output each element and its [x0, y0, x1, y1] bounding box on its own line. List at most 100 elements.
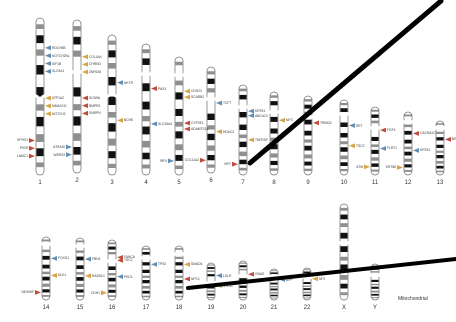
chromosome-4 [141, 43, 151, 176]
gene-marker-icon [117, 258, 123, 263]
chromosome-label-21: 21 [270, 305, 278, 311]
chromosome-band [142, 152, 150, 160]
gene-label: BMPR2 [89, 103, 101, 108]
chromosome-band [175, 256, 183, 259]
chromosome-band [142, 140, 150, 148]
gene-label: KRT86 [385, 165, 396, 170]
chromosome-label-X: X [341, 305, 346, 311]
chromosome-band [175, 154, 183, 161]
chromosome-band [36, 162, 44, 168]
chromosome-band [270, 160, 278, 166]
chromosome-16 [107, 239, 117, 301]
chromosome-band [404, 158, 412, 162]
gene-label: LAMC1 [17, 154, 28, 159]
chromosome-band [73, 133, 81, 141]
chromosome-band [303, 291, 311, 294]
gene-label: SLC26A4 [158, 121, 173, 126]
chromosome-band [340, 141, 348, 145]
chromosome-band [175, 61, 183, 66]
gene-label: ABCA13 [255, 113, 268, 118]
chromosome-band [404, 124, 412, 128]
chromosome-15 [75, 237, 85, 301]
chromosome-band [340, 103, 348, 106]
chromosome-band [371, 109, 379, 112]
chromosome-band [340, 214, 348, 220]
centromere-notch [403, 120, 413, 124]
chromosome-band [303, 282, 311, 284]
chromosome-band [207, 293, 215, 296]
gene-label: SCARB2 [191, 95, 205, 100]
chromosome-7 [238, 84, 248, 176]
gene-marker-icon [184, 88, 190, 94]
chromosome-band [36, 148, 44, 157]
gene-marker-icon [413, 131, 419, 136]
centromere-notch [107, 94, 117, 98]
chromosome-band [36, 104, 44, 111]
chromosome-band [340, 207, 348, 211]
gene-marker-icon [200, 157, 206, 163]
chromosome-band [270, 286, 278, 288]
gene-marker-icon [29, 153, 35, 159]
chromosome-band [239, 124, 247, 130]
gene-marker-icon [216, 273, 222, 278]
chromosome-band [108, 277, 116, 282]
gene-marker-icon [82, 95, 88, 101]
chromosome-band [175, 275, 183, 278]
gene-marker-icon [82, 54, 88, 60]
gene-marker-icon [45, 68, 51, 74]
chromosome-band [371, 157, 379, 161]
chromosome-band [340, 169, 348, 172]
gene-marker-icon [151, 121, 157, 127]
chromosome-band [340, 283, 348, 289]
chromosome-band [404, 169, 412, 172]
chromosome-band [36, 24, 44, 29]
gene-label: WDR33 [53, 152, 65, 157]
chromosome-band [340, 256, 348, 261]
chromosome-band [270, 128, 278, 134]
gene-label: FGF4 [387, 128, 396, 133]
chromosome-band [42, 289, 50, 293]
chromosome-band [207, 267, 215, 269]
chromosome-band [207, 88, 215, 93]
chromosome-band [108, 40, 116, 45]
centromere-notch [269, 110, 279, 114]
centromere-notch [370, 273, 380, 277]
chromosome-band [175, 248, 183, 250]
chromosome-label-Y: Y [372, 305, 377, 311]
chromosome-band [76, 272, 84, 275]
chromosome-band [371, 297, 379, 299]
gene-label: KRT81 [420, 148, 431, 153]
chromosome-band [303, 294, 311, 297]
gene-marker-icon [445, 136, 451, 142]
gene-label: TRIM32 [320, 120, 332, 125]
chromosome-band [304, 145, 312, 151]
chromosome-band [108, 284, 116, 288]
chromosome-band [270, 294, 278, 297]
chromosome-band [142, 49, 150, 54]
centromere-notch [339, 112, 349, 116]
chromosome-band [404, 146, 412, 150]
gene-marker-icon [117, 80, 123, 85]
chromosome-band [42, 271, 50, 275]
gene-marker-icon [349, 123, 355, 128]
chromosome-band [371, 169, 379, 172]
chromosome-band [303, 297, 311, 299]
gene-label: COL4A4 [89, 54, 102, 59]
gene-label: PIGR [19, 146, 28, 151]
chromosome-band [304, 154, 312, 159]
chromosome-band [371, 271, 379, 273]
chromosome-band [270, 116, 278, 122]
gene-label: CACNA1C [420, 131, 436, 136]
chromosome-band [108, 96, 116, 105]
chromosome-17 [141, 245, 151, 301]
gene-label: NPC1 [191, 276, 200, 281]
chromosome-band [340, 147, 348, 152]
gene-label: CDH1 [91, 290, 100, 295]
chromosome-band [36, 87, 44, 97]
gene-marker-icon [66, 152, 72, 158]
gene-label: RAD51C [92, 273, 106, 278]
chromosome-label-13: 13 [436, 180, 444, 186]
chromosome-band [73, 50, 81, 57]
chromosome-band [270, 291, 278, 294]
